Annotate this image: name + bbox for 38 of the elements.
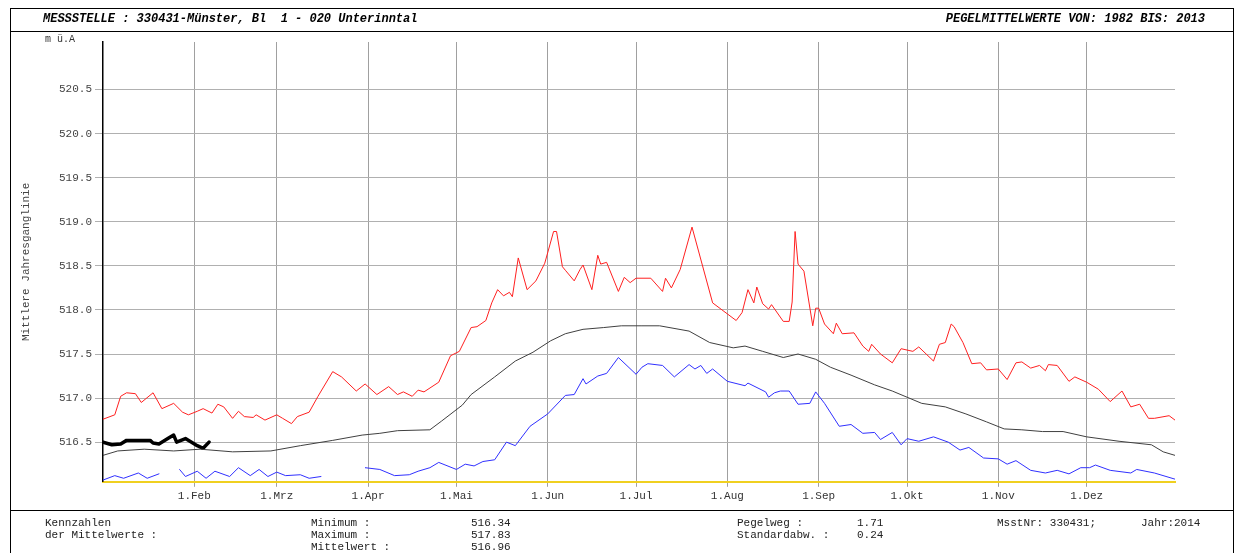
x-tick-label: 1.Apr	[351, 490, 385, 503]
text: MsstNr: 330431;	[997, 517, 1097, 529]
text: 517.83	[471, 529, 511, 541]
text: 0.24	[857, 529, 884, 541]
y-tick-label: 517.0	[58, 391, 92, 404]
y-tick-label: 518.5	[58, 259, 92, 272]
y-axis-title: Mittlere Jahresganglinie	[19, 182, 32, 342]
x-tick-label: 1.Okt	[890, 490, 924, 503]
y-tick-label: 520.0	[58, 127, 92, 140]
text: Mittelwert :	[311, 541, 391, 553]
x-tick-label: 1.Feb	[177, 490, 211, 503]
text: Minimum :	[311, 517, 371, 529]
text: der Mittelwerte :	[45, 529, 158, 541]
x-tick-label: 1.Aug	[710, 490, 744, 503]
chart-subtitle: PEGELMITTELWERTE VON: 1982 BIS: 2013	[945, 12, 1205, 28]
x-tick-label: 1.Sep	[802, 490, 836, 503]
y-tick-label: 519.5	[58, 171, 92, 184]
text: m ü.A	[45, 34, 76, 45]
x-tick-label: 1.Jun	[531, 490, 565, 503]
x-tick-label: 1.Mai	[439, 490, 474, 503]
chart-title: MESSSTELLE : 330431-Münster, Bl 1 - 020 Unterinntal	[43, 12, 418, 28]
y-tick-label: 520.5	[58, 83, 92, 96]
x-tick-label: 1.Mrz	[260, 490, 294, 503]
x-tick-label: 1.Jul	[619, 490, 653, 503]
y-tick-label: 518.0	[58, 303, 92, 316]
text: Maximum :	[311, 529, 371, 541]
text: 516.34	[471, 517, 511, 529]
y-tick-label: 517.5	[58, 347, 92, 360]
x-tick-label: 1.Dez	[1070, 490, 1104, 503]
text: Pegelweg :	[737, 517, 804, 529]
text: 516.96	[471, 541, 511, 553]
text: Kennzahlen	[45, 517, 112, 529]
y-tick-label: 519.0	[58, 215, 92, 228]
text: 1.71	[857, 517, 884, 529]
text: Standardabw. :	[737, 529, 830, 541]
y-tick-label: 516.5	[58, 436, 92, 449]
text: Jahr:2014	[1141, 517, 1201, 529]
x-tick-label: 1.Nov	[981, 490, 1016, 503]
